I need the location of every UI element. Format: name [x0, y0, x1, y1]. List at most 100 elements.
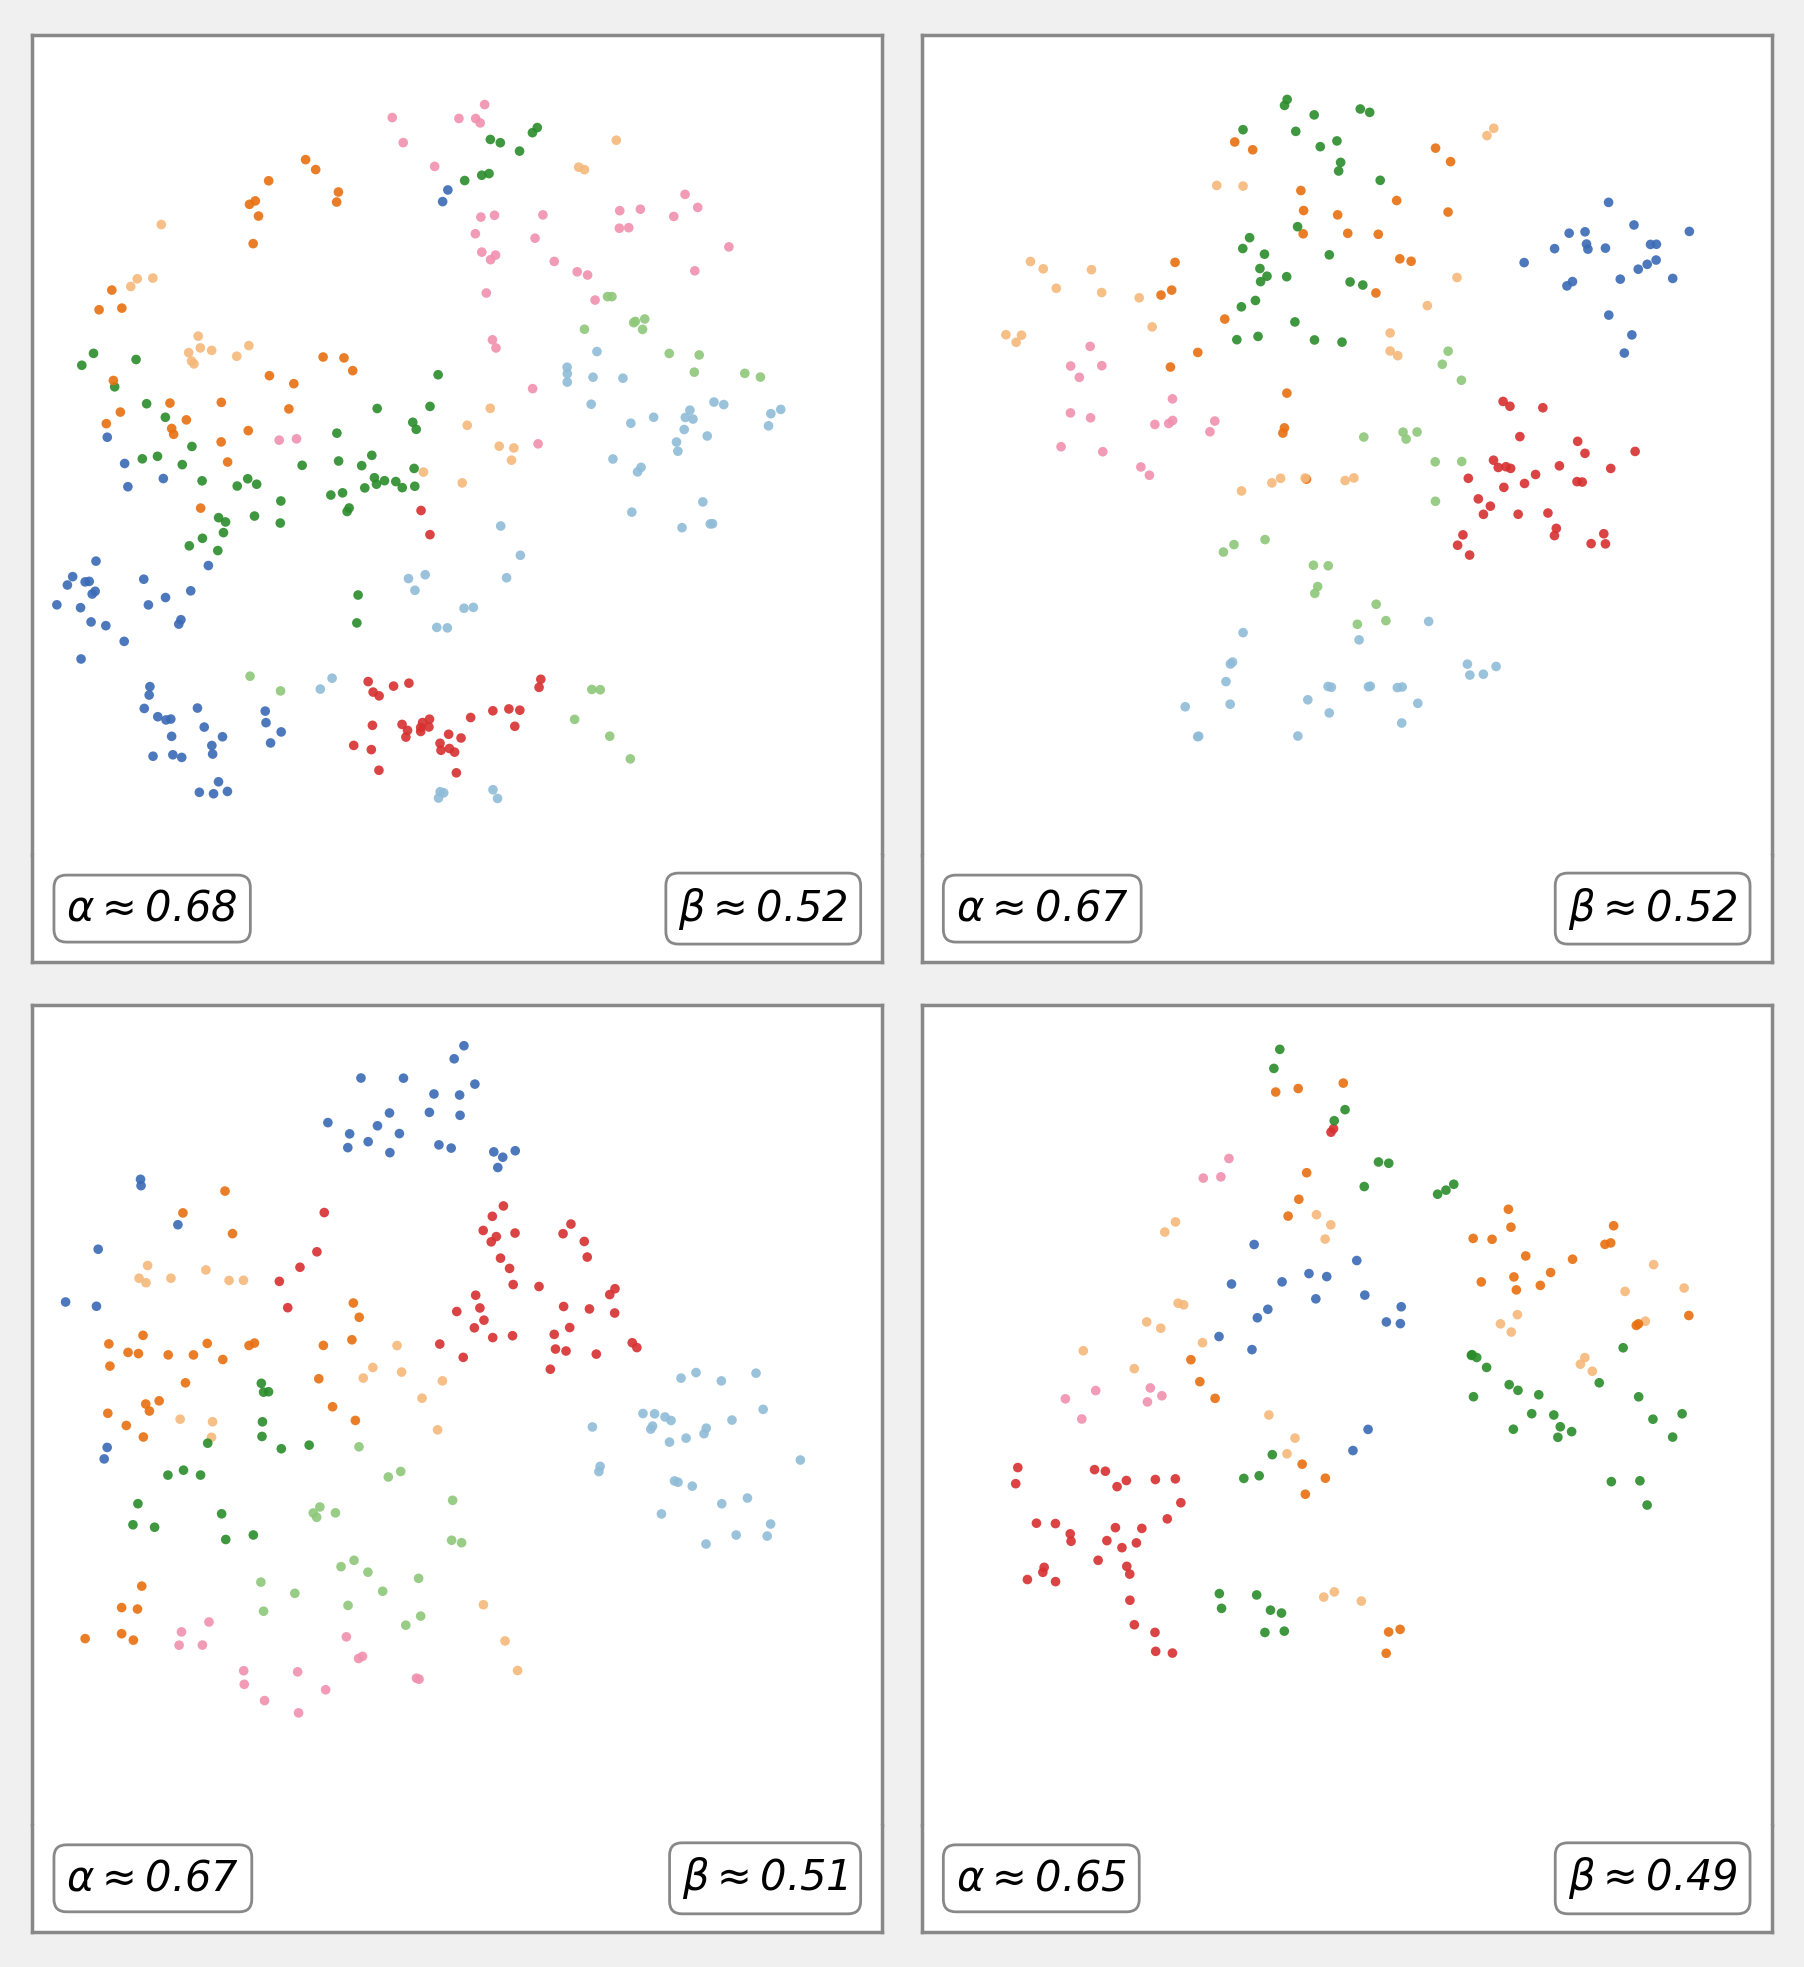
Point — [1210, 303, 1239, 334]
Point — [375, 1098, 404, 1129]
Point — [1091, 1456, 1120, 1487]
Point — [597, 281, 626, 313]
Point — [402, 413, 431, 445]
Point — [1624, 1381, 1652, 1412]
Text: $\alpha \approx $0.67: $\alpha \approx $0.67 — [956, 887, 1129, 930]
Point — [247, 1566, 276, 1597]
Point — [1041, 1509, 1070, 1540]
Text: $\alpha \approx $0.68: $\alpha \approx $0.68 — [67, 887, 238, 930]
Point — [1541, 232, 1569, 264]
Point — [1138, 311, 1167, 342]
Point — [400, 452, 429, 484]
Point — [420, 151, 449, 183]
Point — [379, 671, 408, 702]
Point — [254, 1377, 283, 1408]
Point — [285, 1698, 314, 1729]
Point — [1288, 218, 1317, 250]
Point — [1312, 1223, 1340, 1255]
Point — [1220, 126, 1248, 157]
Point — [177, 346, 206, 378]
Point — [393, 563, 422, 594]
Point — [1503, 1298, 1532, 1330]
Point — [135, 671, 164, 702]
Point — [1385, 1308, 1414, 1340]
Point — [523, 429, 552, 460]
Point — [1375, 1147, 1404, 1178]
Point — [150, 462, 179, 494]
Point — [462, 218, 491, 250]
Point — [1496, 1369, 1524, 1401]
Point — [395, 667, 424, 698]
Point — [1077, 401, 1106, 433]
Point — [157, 704, 186, 736]
Point — [1317, 1117, 1346, 1149]
Point — [188, 1629, 216, 1660]
Point — [164, 1629, 193, 1660]
Point — [348, 1640, 377, 1672]
Point — [406, 712, 435, 744]
Point — [1243, 321, 1272, 352]
Point — [1046, 431, 1075, 462]
Point — [1566, 1349, 1595, 1381]
Point — [714, 232, 743, 264]
Point — [1266, 1597, 1295, 1629]
Point — [312, 1674, 341, 1705]
Point — [1559, 1243, 1588, 1275]
Point — [1414, 606, 1443, 637]
Point — [114, 1338, 143, 1369]
Point — [332, 496, 361, 527]
Point — [110, 448, 139, 480]
Point — [1436, 146, 1465, 177]
Point — [1259, 1052, 1288, 1084]
Point — [428, 1365, 456, 1397]
Point — [621, 305, 649, 336]
Point — [1055, 1519, 1084, 1550]
Point — [1028, 1556, 1057, 1587]
Point — [686, 338, 714, 370]
Point — [381, 466, 410, 498]
Point — [1330, 1068, 1358, 1100]
Point — [1328, 327, 1357, 358]
Point — [346, 450, 375, 482]
Point — [1486, 1308, 1515, 1340]
Point — [698, 507, 727, 539]
Point — [1389, 417, 1418, 448]
Point — [406, 1601, 435, 1633]
Point — [1284, 1072, 1313, 1103]
Point — [1216, 649, 1245, 681]
Point — [179, 1340, 207, 1371]
Point — [1510, 468, 1539, 500]
Point — [92, 610, 121, 641]
Point — [444, 102, 473, 134]
Point — [1218, 1269, 1247, 1300]
Point — [552, 366, 581, 397]
Point — [1479, 112, 1508, 144]
Point — [1458, 1340, 1486, 1371]
Point — [1492, 450, 1521, 482]
Point — [166, 1404, 195, 1436]
Point — [480, 199, 509, 230]
Point — [1162, 1463, 1191, 1495]
Point — [175, 336, 204, 368]
Point — [334, 1131, 363, 1162]
Point — [492, 563, 521, 594]
Point — [168, 1198, 197, 1229]
Point — [1624, 1308, 1652, 1340]
Point — [186, 492, 215, 523]
Point — [314, 1107, 343, 1139]
Point — [1156, 352, 1185, 384]
Point — [640, 1399, 669, 1430]
Point — [119, 1625, 148, 1656]
Point — [1270, 90, 1299, 122]
Point — [747, 362, 776, 393]
Point — [1292, 1479, 1321, 1511]
Point — [1313, 551, 1342, 582]
Point — [664, 435, 693, 466]
Point — [1331, 464, 1360, 496]
Point — [460, 1068, 489, 1100]
Point — [478, 775, 507, 806]
Point — [390, 1062, 419, 1094]
Point — [604, 212, 633, 244]
Point — [480, 1137, 509, 1168]
Point — [428, 185, 456, 216]
